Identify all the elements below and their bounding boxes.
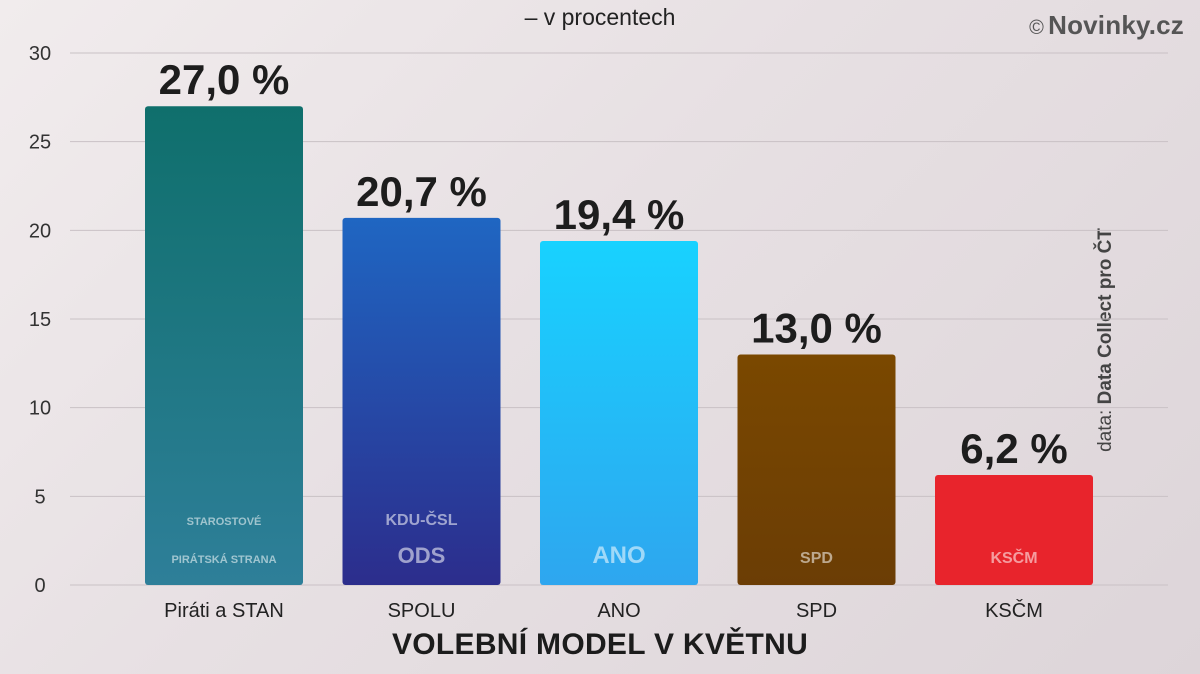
y-tick-label: 25	[29, 132, 51, 154]
party-logo-icon: ODS	[398, 543, 446, 568]
brand-logo: © Novinky.cz	[1029, 10, 1184, 41]
y-tick-label: 20	[29, 220, 51, 242]
x-tick-label: Piráti a STAN	[164, 600, 284, 622]
chart-subtitle: – v procentech	[524, 4, 676, 30]
x-tick-label: KSČM	[985, 599, 1043, 622]
y-tick-label: 0	[34, 575, 45, 597]
party-logo-icon: KSČM	[990, 548, 1037, 567]
y-tick-label: 30	[29, 43, 51, 65]
bar	[540, 240, 698, 585]
x-tick-label: SPD	[796, 600, 837, 622]
party-logo-icon: KDU-ČSL	[386, 510, 458, 529]
data-label: 27,0 %	[159, 56, 290, 103]
bar	[342, 217, 501, 586]
data-label: 19,4 %	[554, 191, 685, 238]
data-label: 20,7 %	[356, 168, 487, 215]
party-logo-icon: ANO	[592, 542, 645, 569]
bar	[935, 475, 1093, 585]
chart-title: VOLEBNÍ MODEL V KVĚTNU	[391, 628, 809, 661]
x-tick-label: ANO	[597, 600, 640, 622]
party-logo-icon: STAROSTOVÉ	[187, 515, 262, 528]
x-tick-label: SPOLU	[388, 600, 456, 622]
y-tick-label: 5	[34, 486, 45, 508]
party-logo-icon: PIRÁTSKÁ STRANA	[171, 553, 276, 566]
party-logo-icon: SPD	[800, 550, 833, 567]
data-label: 6,2 %	[960, 425, 1067, 472]
y-tick-label: 15	[29, 309, 51, 331]
y-tick-label: 10	[29, 398, 51, 420]
brand-name: Novinky.cz	[1048, 10, 1184, 40]
copyright-icon: ©	[1029, 17, 1045, 39]
bar	[145, 106, 303, 585]
data-label: 13,0 %	[751, 304, 882, 351]
bar	[737, 354, 896, 585]
